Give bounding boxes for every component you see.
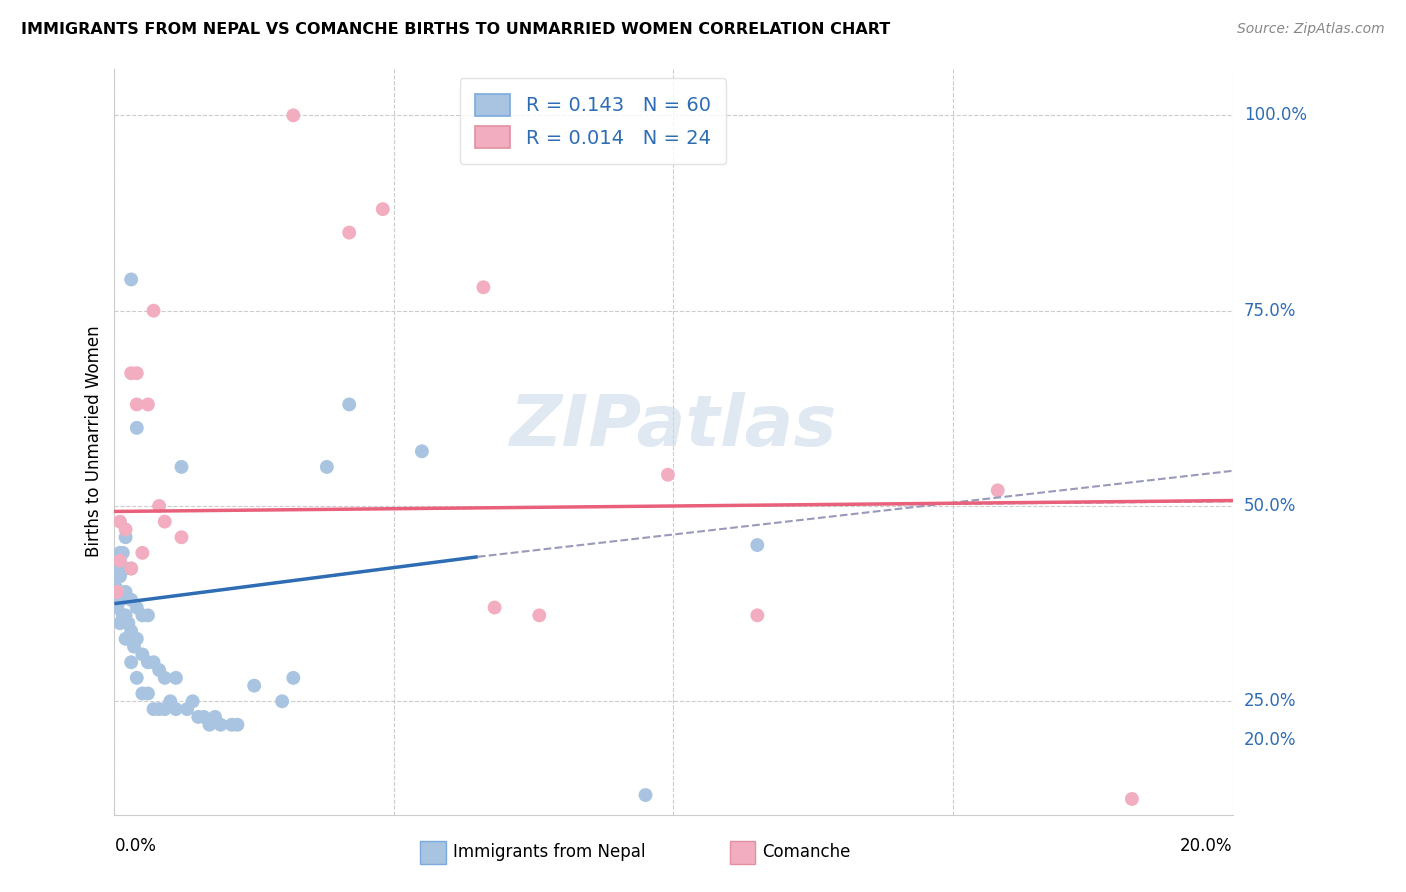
Point [165,671,187,685]
Point [125,632,148,646]
Point [472,280,495,294]
Point [204,710,226,724]
Point [529,608,551,623]
Text: 100.0%: 100.0% [1244,106,1306,124]
Text: 0.0%: 0.0% [114,837,156,855]
Point [108,616,131,631]
Point [371,202,394,216]
Text: 20.0%: 20.0% [1180,837,1233,855]
Point [105,600,128,615]
Point [108,569,131,583]
Point [120,272,142,286]
Point [271,694,294,708]
Point [117,616,139,631]
Point [120,655,142,669]
Point [148,499,170,513]
Point [153,515,176,529]
Point [120,624,142,638]
Text: Immigrants from Nepal: Immigrants from Nepal [453,843,645,862]
Point [198,717,221,731]
Point [136,655,159,669]
Text: 25.0%: 25.0% [1244,692,1296,710]
Point [108,554,131,568]
Point [747,538,769,552]
Point [105,585,128,599]
Point [153,671,176,685]
Point [111,546,134,560]
Point [187,710,209,724]
Point [111,561,134,575]
Point [634,788,657,802]
Point [131,608,153,623]
Point [176,702,198,716]
Point [107,561,129,575]
Point [159,694,181,708]
Point [125,421,148,435]
Point [181,694,204,708]
Point [131,648,153,662]
Point [114,523,136,537]
Point [411,444,433,458]
Point [125,397,148,411]
Y-axis label: Births to Unmarried Women: Births to Unmarried Women [86,326,103,558]
Point [987,483,1010,498]
Point [283,108,305,122]
Point [142,655,165,669]
Point [226,717,249,731]
Point [120,366,142,380]
Point [114,585,136,599]
Point [120,592,142,607]
Point [114,561,136,575]
Text: IMMIGRANTS FROM NEPAL VS COMANCHE BIRTHS TO UNMARRIED WOMEN CORRELATION CHART: IMMIGRANTS FROM NEPAL VS COMANCHE BIRTHS… [21,22,890,37]
Text: 20.0%: 20.0% [1244,731,1296,749]
Point [657,467,679,482]
Text: Source: ZipAtlas.com: Source: ZipAtlas.com [1237,22,1385,37]
Point [142,303,165,318]
Point [131,546,153,560]
Point [170,530,193,544]
Point [747,608,769,623]
Point [108,515,131,529]
Text: 50.0%: 50.0% [1244,497,1296,515]
Point [153,702,176,716]
Point [1121,792,1143,806]
Point [125,671,148,685]
Point [193,710,215,724]
Point [337,226,360,240]
Point [209,717,232,731]
Point [108,546,131,560]
Point [337,397,360,411]
Point [221,717,243,731]
Point [148,702,170,716]
Point [142,702,165,716]
Point [148,663,170,677]
Point [122,640,145,654]
Point [484,600,506,615]
Text: ZIPatlas: ZIPatlas [510,392,837,461]
Point [125,600,148,615]
Point [114,608,136,623]
Point [315,459,337,474]
Point [110,592,132,607]
Point [114,530,136,544]
Point [131,686,153,700]
Point [136,686,159,700]
Point [120,561,142,575]
Point [243,679,266,693]
Point [136,608,159,623]
Point [111,608,134,623]
Point [136,397,159,411]
Point [114,632,136,646]
Point [283,671,305,685]
Point [108,592,131,607]
Point [105,581,128,595]
Legend: R = 0.143   N = 60, R = 0.014   N = 24: R = 0.143 N = 60, R = 0.014 N = 24 [460,78,727,164]
Point [165,702,187,716]
Point [125,366,148,380]
Text: 75.0%: 75.0% [1244,301,1296,319]
Text: Comanche: Comanche [762,843,851,862]
Point [120,561,142,575]
Point [170,459,193,474]
